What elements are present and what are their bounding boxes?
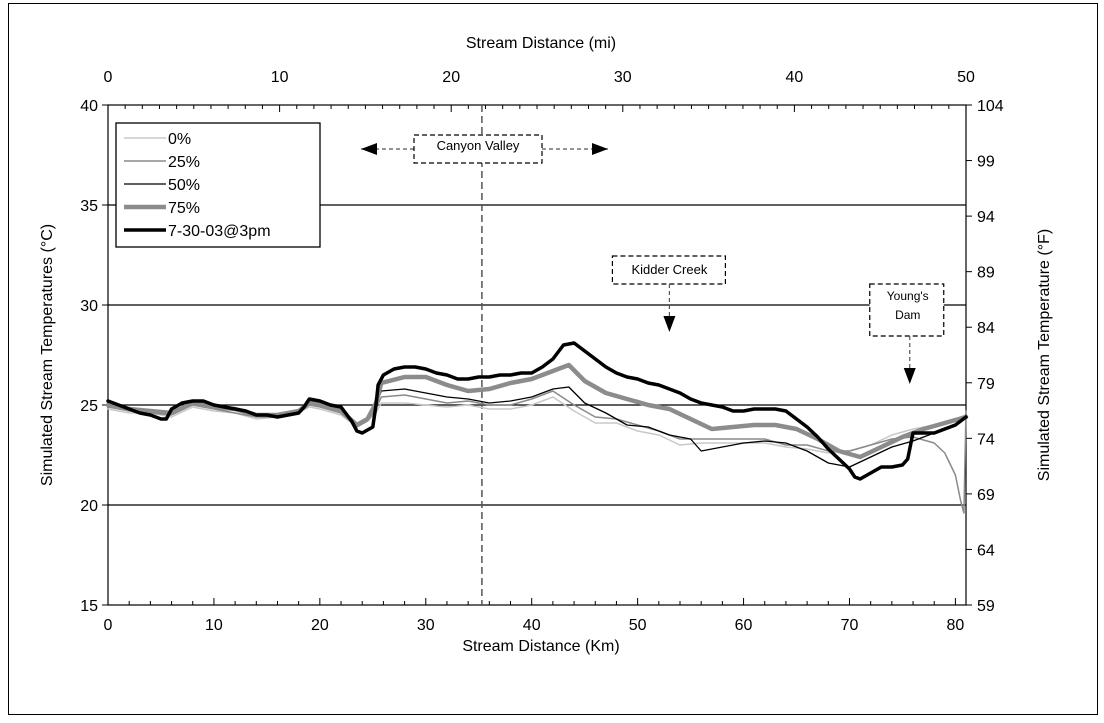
x-axis-title: Stream Distance (Km) <box>462 638 619 655</box>
gridlines <box>108 204 966 506</box>
y-tick-label-25: 25 <box>80 398 98 415</box>
x2-tick-label-20: 20 <box>442 69 460 86</box>
legend-label-4: 7-30-03@3pm <box>168 223 271 240</box>
series-line-4 <box>106 341 968 481</box>
annotation-label-kidder-creek: Kidder Creek <box>631 262 707 277</box>
legend: 0% 25% 50% 75% 7-30-03@3pm <box>115 122 321 248</box>
legend-label-1: 25% <box>168 154 200 171</box>
y2-tick-label-59: 59 <box>977 598 995 615</box>
x-tick-label-60: 60 <box>735 617 753 634</box>
annotation-label-youngs-dam-line-0: Young's <box>887 289 929 303</box>
x-tick-label-10: 10 <box>205 617 223 634</box>
x2-tick-label-50: 50 <box>957 69 975 86</box>
annotations: Canyon Valley Kidder Creek Young's Dam <box>361 134 945 384</box>
x-tick-label-50: 50 <box>629 617 647 634</box>
x-tick-label-20: 20 <box>311 617 329 634</box>
y2-tick-label-64: 64 <box>977 542 995 559</box>
x2-axis-title: Stream Distance (mi) <box>466 35 616 52</box>
legend-label-2: 50% <box>168 177 200 194</box>
x2-tick-label-40: 40 <box>786 69 804 86</box>
x2-tick-label-30: 30 <box>614 69 632 86</box>
annotation-label-canyon-valley: Canyon Valley <box>437 138 520 153</box>
y2-tick-label-84: 84 <box>977 320 995 337</box>
series-line-2 <box>107 386 967 468</box>
annotation-arrowhead-kidder-creek <box>663 316 676 332</box>
x2-tick-label-10: 10 <box>271 69 289 86</box>
annotation-arrowhead-right <box>592 143 608 155</box>
annotation-box-kidder-creek <box>611 255 727 285</box>
x-tick-label-80: 80 <box>947 617 965 634</box>
legend-label-3: 75% <box>168 200 200 217</box>
y-tick-label-35: 35 <box>80 198 98 215</box>
annotation-label-youngs-dam-line-1: Dam <box>895 308 920 322</box>
x-tick-label-30: 30 <box>417 617 435 634</box>
y2-tick-label-79: 79 <box>977 376 995 393</box>
y2-axis-title: Simulated Stream Temperature (°F) <box>1036 229 1053 481</box>
x-tick-label-0: 0 <box>104 617 113 634</box>
x2-tick-label-0: 0 <box>104 69 113 86</box>
y-axis-title: Simulated Stream Temperatures (°C) <box>39 224 56 486</box>
annotation-box-youngs-dam <box>869 283 945 337</box>
x-tick-label-70: 70 <box>841 617 859 634</box>
annotation-arrowhead-left <box>361 143 377 155</box>
y2-tick-label-94: 94 <box>977 209 995 226</box>
chart: 0 10 20 30 40 50 60 70 80 0 10 20 30 40 50 15 20 25 30 35 40… <box>39 35 1053 655</box>
y2-tick-label-99: 99 <box>977 154 995 171</box>
y2-tick-label-69: 69 <box>977 487 995 504</box>
y2-tick-label-104: 104 <box>977 98 1004 115</box>
y-tick-label-40: 40 <box>80 98 98 115</box>
y-tick-label-15: 15 <box>80 598 98 615</box>
legend-box <box>115 122 321 248</box>
series-group <box>105 341 969 514</box>
legend-label-0: 0% <box>168 131 191 148</box>
y2-tick-label-74: 74 <box>977 431 995 448</box>
figure-frame: 0 10 20 30 40 50 60 70 80 0 10 20 30 40 50 15 20 25 30 35 40… <box>8 3 1098 715</box>
annotation-arrowhead-youngs-dam <box>903 368 916 384</box>
y-tick-label-30: 30 <box>80 298 98 315</box>
y2-tick-label-89: 89 <box>977 265 995 282</box>
annotation-box-canyon-valley <box>413 134 543 164</box>
y-tick-label-20: 20 <box>80 498 98 515</box>
x-tick-label-40: 40 <box>523 617 541 634</box>
axes: 0 10 20 30 40 50 60 70 80 0 10 20 30 40 50 15 20 25 30 35 40… <box>80 69 1004 634</box>
